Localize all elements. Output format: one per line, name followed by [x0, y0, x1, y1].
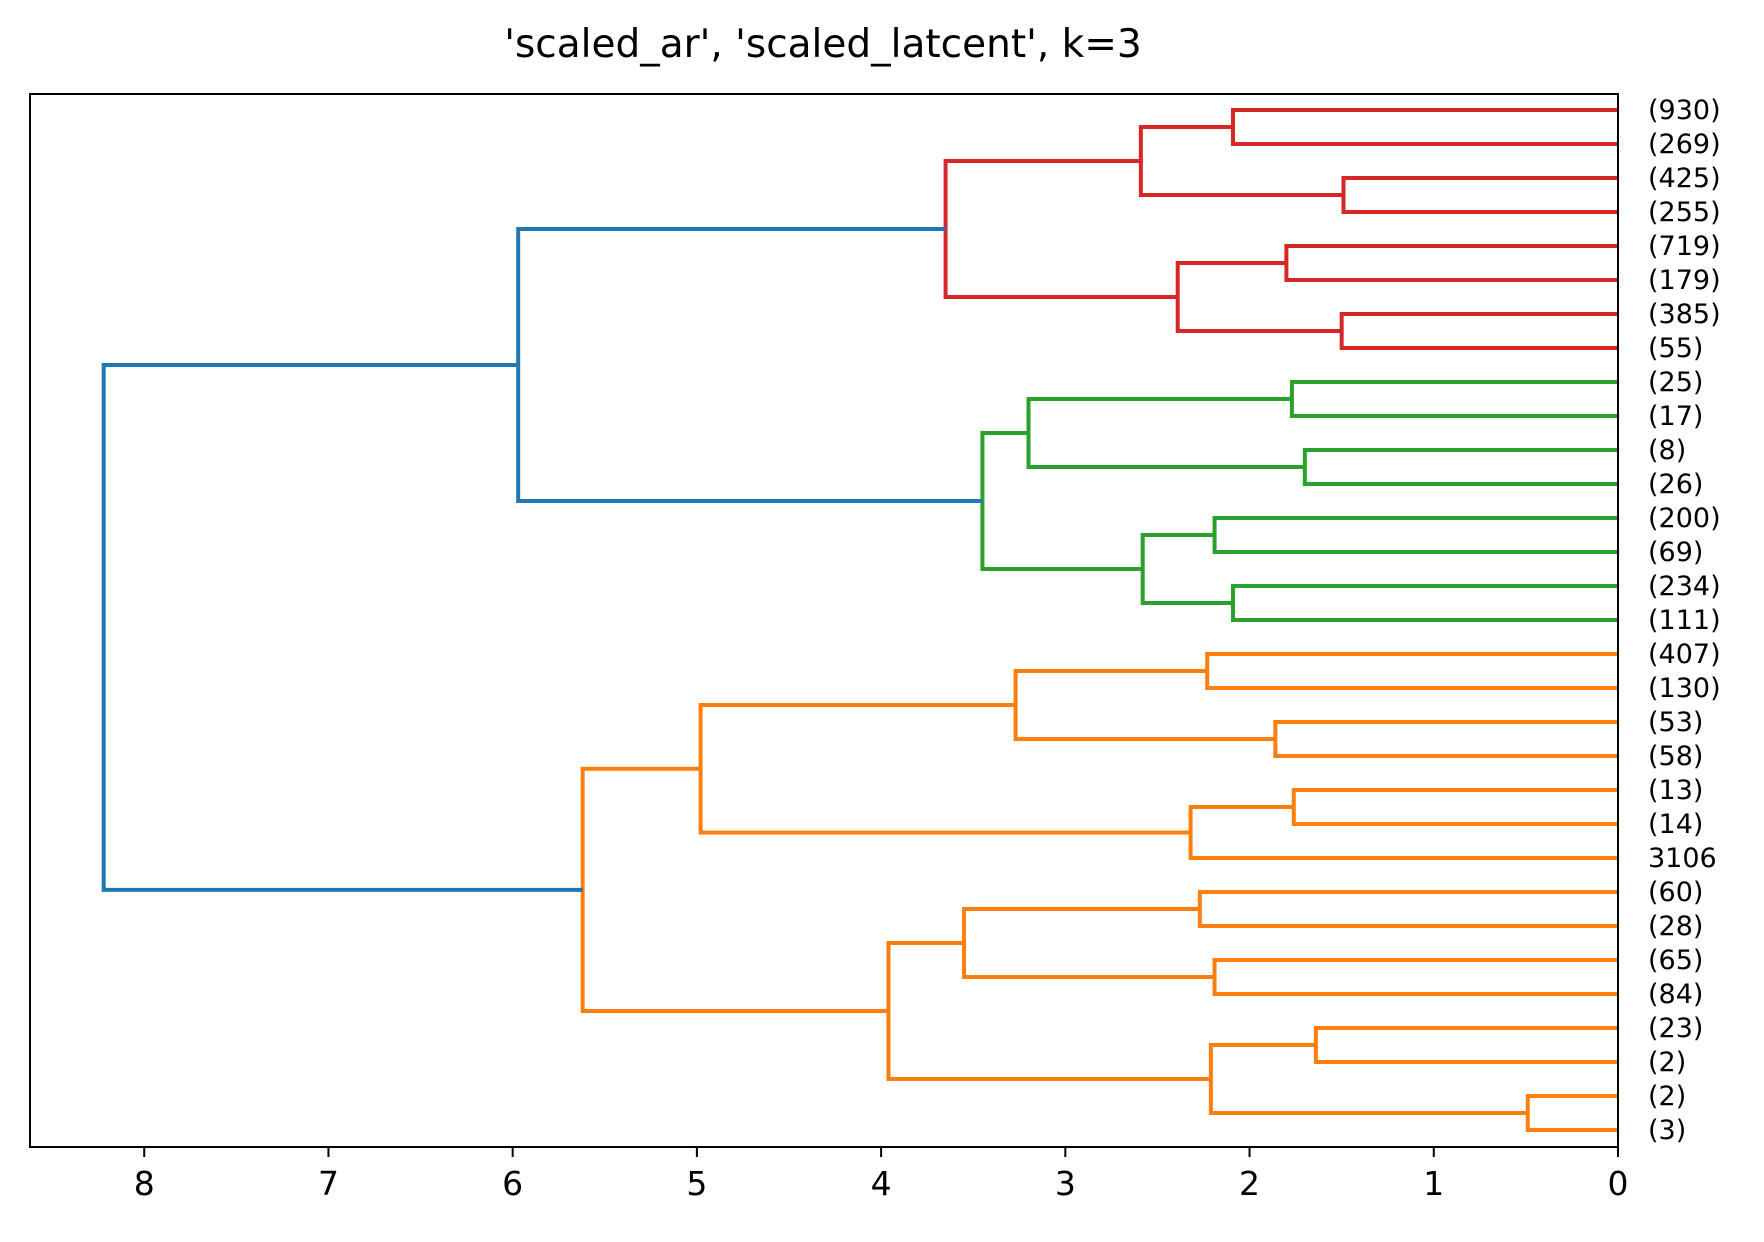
link-o1: [1205, 652, 1618, 690]
link-o9: [962, 907, 1215, 979]
link-r7: [943, 159, 1178, 299]
leaf-label: (69): [1648, 537, 1703, 568]
link-o3: [1013, 669, 1276, 741]
link-o2: [1273, 720, 1618, 758]
link-o8: [1212, 958, 1618, 996]
x-tick-label: 6: [502, 1164, 523, 1203]
link-g6: [1140, 533, 1233, 605]
leaf-label: (14): [1648, 809, 1703, 840]
leaf-labels: (930)(269)(425)(255)(719)(179)(385)(55)(…: [1648, 95, 1721, 1146]
leaf-label: (234): [1648, 571, 1721, 602]
x-tick-label: 8: [134, 1164, 155, 1203]
leaf-label: (17): [1648, 401, 1703, 432]
leaf-label: (13): [1648, 775, 1703, 806]
leaf-label: (8): [1648, 435, 1686, 466]
x-tick-label: 1: [1423, 1164, 1444, 1203]
link-o14: [580, 766, 889, 1013]
leaf-label: (2): [1648, 1081, 1686, 1112]
link-g3: [1026, 397, 1305, 469]
leaf-label: (58): [1648, 741, 1703, 772]
leaf-label: (55): [1648, 333, 1703, 364]
leaf-label: 3106: [1648, 843, 1717, 874]
link-g2: [1302, 448, 1618, 486]
leaf-label: (425): [1648, 163, 1721, 194]
link-o11: [1525, 1094, 1618, 1132]
leaf-label: (53): [1648, 707, 1703, 738]
plot-frame: [29, 93, 1619, 1148]
link-r4: [1284, 244, 1618, 282]
link-g1: [1289, 380, 1618, 418]
link-o6: [698, 703, 1191, 835]
link-r6: [1175, 261, 1342, 333]
leaf-label: (3): [1648, 1115, 1686, 1146]
link-o12: [1208, 1043, 1528, 1115]
link-g4: [1212, 516, 1618, 554]
x-axis: 8 7 6 5 4 3 2 1 0: [134, 1147, 1629, 1203]
link-r3: [1138, 125, 1344, 197]
leaf-label: (84): [1648, 979, 1703, 1010]
link-b2: [101, 363, 583, 892]
leaf-label: (407): [1648, 639, 1721, 670]
leaf-label: (2): [1648, 1047, 1686, 1078]
link-b1: [516, 227, 983, 503]
leaf-label: (65): [1648, 945, 1703, 976]
link-r5: [1339, 312, 1618, 350]
leaf-label: (179): [1648, 265, 1721, 296]
link-r2: [1341, 176, 1618, 214]
x-tick-label: 5: [686, 1164, 707, 1203]
leaf-label: (130): [1648, 673, 1721, 704]
link-o7: [1197, 890, 1618, 928]
leaf-label: (385): [1648, 299, 1721, 330]
x-tick-label: 2: [1239, 1164, 1260, 1203]
leaf-label: (255): [1648, 197, 1721, 228]
x-tick-label: 4: [871, 1164, 892, 1203]
link-g5: [1230, 584, 1618, 622]
leaf-label: (23): [1648, 1013, 1703, 1044]
x-tick-label: 3: [1055, 1164, 1076, 1203]
leaf-label: (200): [1648, 503, 1721, 534]
x-tick-label: 7: [318, 1164, 339, 1203]
leaf-label: (930): [1648, 95, 1721, 126]
dendrogram-links: [101, 108, 1618, 1132]
leaf-label: (60): [1648, 877, 1703, 908]
x-tick-label: 0: [1608, 1164, 1629, 1203]
chart-title: 'scaled_ar', 'scaled_latcent', k=3: [504, 22, 1142, 67]
leaf-label: (269): [1648, 129, 1721, 160]
leaf-label: (111): [1648, 605, 1721, 636]
link-r1: [1230, 108, 1618, 146]
leaf-label: (28): [1648, 911, 1703, 942]
leaf-label: (25): [1648, 367, 1703, 398]
link-o10: [1313, 1026, 1618, 1064]
leaf-label: (719): [1648, 231, 1721, 262]
leaf-label: (26): [1648, 469, 1703, 500]
link-o13: [886, 941, 1211, 1081]
link-o4: [1291, 788, 1618, 826]
link-o5: [1188, 805, 1618, 860]
link-g7: [980, 431, 1143, 571]
